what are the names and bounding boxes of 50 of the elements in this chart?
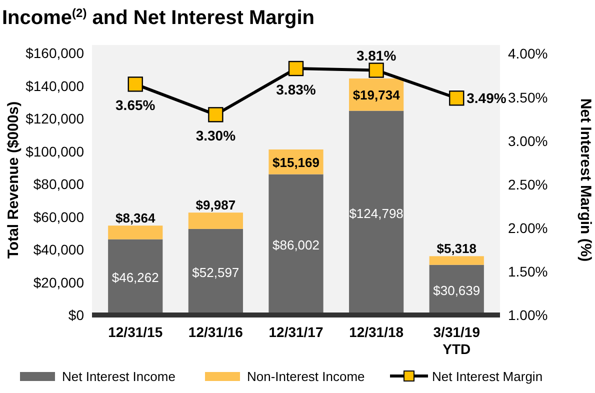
data-label: $124,798 <box>349 206 404 221</box>
y2-tick-label: 3.00% <box>508 132 548 149</box>
chart-title: Income$^{(2)}$ and Net Interest Margin <box>2 6 315 29</box>
data-label: $15,169 <box>272 154 320 170</box>
x-tick-label: 12/31/18 <box>349 324 404 340</box>
data-label: 3.49% <box>466 90 507 106</box>
y-tick-label: $160,000 <box>26 45 84 62</box>
data-label: $5,318 <box>436 241 477 256</box>
point <box>449 90 464 106</box>
data-label: $86,002 <box>272 238 320 253</box>
point <box>208 107 224 122</box>
x-tick-label: 12/31/17 <box>268 324 324 340</box>
y2-tick-label: 2.00% <box>508 220 548 236</box>
y-axis-title: Total Revenue ($000s) <box>5 101 22 259</box>
x-tick-label: 3/31/19 YTD <box>433 324 480 357</box>
y2-tick-label: 3.50% <box>508 89 548 106</box>
point <box>368 62 384 78</box>
point <box>128 76 143 92</box>
data-label: $46,262 <box>112 270 159 286</box>
bar <box>429 256 484 265</box>
y2-tick-label: 4.00% <box>508 46 548 62</box>
y2-tick-label: 2.50% <box>508 176 548 192</box>
y2-tick-label: 1.00% <box>508 307 548 323</box>
legend-label: Non-Interest Income <box>247 369 365 384</box>
y-tick-label: $80,000 <box>33 176 84 192</box>
data-label: $52,597 <box>192 264 240 280</box>
data-label: $9,987 <box>196 198 236 213</box>
x-tick-label: 12/31/15 <box>108 324 163 340</box>
data-label: 3.81% <box>356 47 397 64</box>
y-tick-label: $100,000 <box>26 143 84 160</box>
data-label: 3.83% <box>276 82 316 98</box>
y-tick-label: $0 <box>68 307 84 323</box>
x-tick-label: 12/31/16 <box>188 324 244 340</box>
legend-label: Net Interest Margin <box>432 369 543 384</box>
data-label: $8,364 <box>115 210 156 226</box>
y-tick-label: $60,000 <box>33 208 84 225</box>
y-tick-label: $140,000 <box>26 78 84 94</box>
data-label: $19,734 <box>352 88 401 103</box>
y2-axis-title: Net Interest Margin (%) <box>577 98 594 262</box>
legend-label: Net Interest Income <box>62 369 176 384</box>
bar <box>188 212 243 229</box>
y2-tick-label: 1.50% <box>508 263 548 280</box>
y-tick-label: $20,000 <box>33 274 84 290</box>
point <box>288 60 304 76</box>
data-label: $30,639 <box>433 282 480 298</box>
data-label: 3.65% <box>116 97 156 114</box>
data-label: 3.30% <box>196 128 236 144</box>
bar <box>108 226 163 240</box>
y-tick-label: $40,000 <box>33 242 84 258</box>
y-tick-label: $120,000 <box>26 110 84 127</box>
